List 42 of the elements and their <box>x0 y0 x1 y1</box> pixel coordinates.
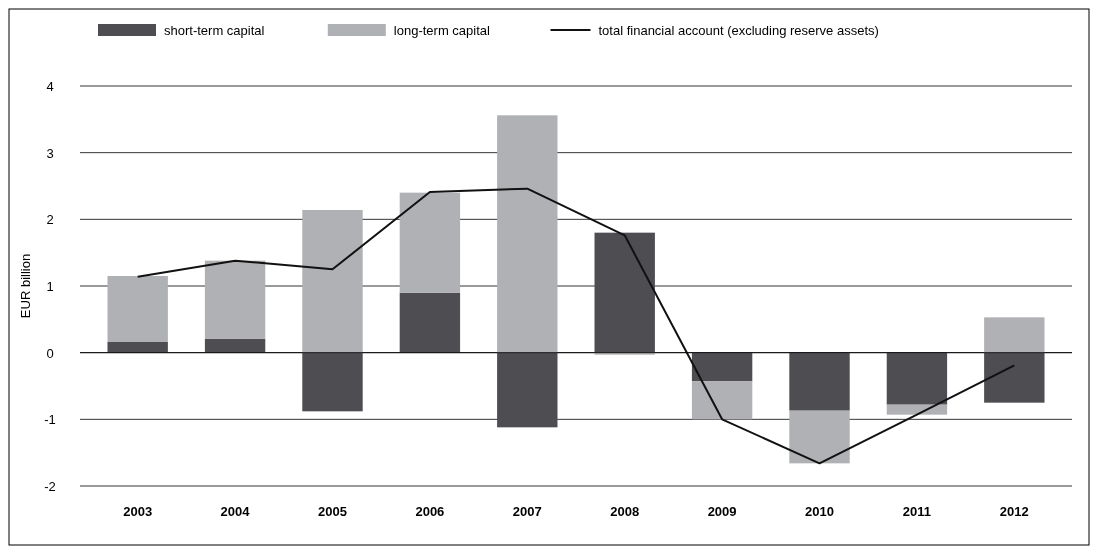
bar <box>107 342 168 353</box>
bar <box>789 352 850 411</box>
bar <box>691 352 753 382</box>
y-tick-label: 4 <box>46 79 54 94</box>
bar <box>399 292 461 353</box>
bar <box>984 352 1045 403</box>
legend-label: long-term capital <box>393 23 491 38</box>
x-tick-label: 2005 <box>318 504 347 519</box>
line-series <box>136 187 1016 465</box>
bar <box>399 192 461 293</box>
y-tick-label: -1 <box>44 412 56 428</box>
y-tick-label: 0 <box>46 345 54 361</box>
x-tick-label: 2007 <box>512 504 542 519</box>
x-tick-label: 2004 <box>220 504 251 519</box>
bar <box>594 232 655 353</box>
x-tick-label: 2009 <box>707 504 737 519</box>
y-tick-label: 3 <box>46 145 54 161</box>
bar <box>107 276 168 342</box>
bar <box>204 338 266 353</box>
bar <box>497 352 558 428</box>
x-tick-label: 2003 <box>123 504 153 519</box>
x-tick-label: 2011 <box>902 504 932 519</box>
legend-label: total financial account (excluding reserve assets) <box>598 23 879 38</box>
x-tick-label: 2010 <box>805 504 834 519</box>
bar <box>984 317 1045 353</box>
bar <box>789 410 850 464</box>
x-tick-label: 2012 <box>999 504 1029 519</box>
y-tick-label: 2 <box>46 212 54 228</box>
y-tick-label: 1 <box>46 279 54 294</box>
bar <box>302 210 363 353</box>
x-tick-label: 2006 <box>415 504 445 519</box>
bar <box>886 352 948 405</box>
x-tick-label: 2008 <box>610 504 640 519</box>
y-tick-label: -2 <box>44 479 56 494</box>
bar <box>204 260 266 339</box>
bar <box>691 381 753 420</box>
bar <box>886 404 948 415</box>
bar <box>302 352 363 412</box>
y-axis-title: EUR billion <box>18 253 33 319</box>
bar <box>497 115 558 353</box>
bar <box>594 352 655 355</box>
legend-label: short-term capital <box>164 23 265 38</box>
